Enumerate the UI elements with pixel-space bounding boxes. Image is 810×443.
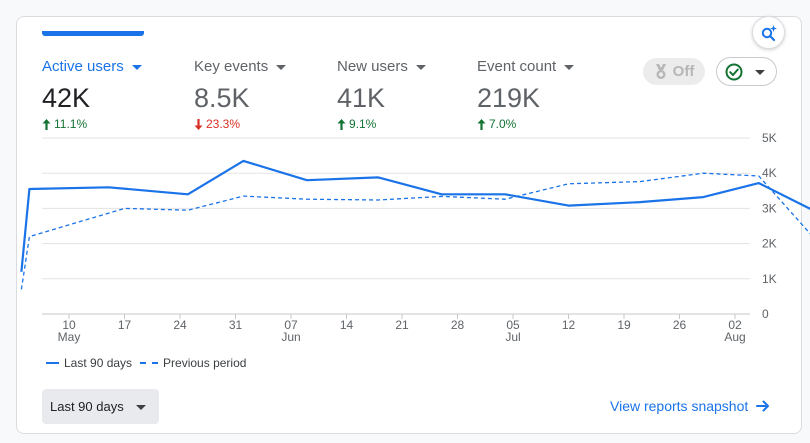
check-circle-icon bbox=[725, 63, 743, 80]
metric-change: 11.1% bbox=[42, 117, 142, 131]
x-tick-label: 24 bbox=[173, 318, 187, 332]
date-range-select[interactable]: Last 90 days bbox=[42, 389, 159, 424]
medal-icon bbox=[655, 63, 666, 79]
y-tick-label: 4K bbox=[762, 166, 777, 180]
caret-down-icon[interactable] bbox=[276, 64, 287, 70]
x-tick-month-label: Jun bbox=[281, 330, 300, 344]
series-line-2 bbox=[20, 172, 810, 290]
x-tick-month-label: Jul bbox=[505, 330, 520, 344]
x-tick-label: 31 bbox=[229, 318, 243, 332]
legend-label: Last 90 days bbox=[64, 356, 133, 370]
metric-value: 219K bbox=[477, 83, 541, 113]
y-tick-label: 1K bbox=[762, 272, 777, 286]
legend-solid-line-icon bbox=[46, 362, 59, 364]
snapshot-link-label: View reports snapshot bbox=[610, 398, 749, 414]
x-tick-label: 14 bbox=[340, 318, 354, 332]
caret-down-icon[interactable] bbox=[564, 64, 575, 70]
date-range-label: Last 90 days bbox=[50, 399, 124, 414]
metric-change-value: 9.1% bbox=[349, 117, 377, 131]
x-tick-label: 21 bbox=[395, 318, 409, 332]
y-tick-label: 0 bbox=[762, 307, 769, 321]
x-tick-label: 05 bbox=[506, 318, 520, 332]
x-tick-month-label: Aug bbox=[724, 330, 745, 344]
metric-change-value: 11.1% bbox=[54, 117, 88, 131]
metric-change: 9.1% bbox=[337, 117, 426, 131]
chart-lines bbox=[20, 159, 810, 290]
caret-down-icon bbox=[755, 70, 765, 75]
chart-legend: Last 90 days Previous period bbox=[46, 356, 246, 370]
metric-value: 42K bbox=[42, 83, 91, 113]
data-quality-select[interactable] bbox=[716, 57, 777, 86]
x-tick-label: 12 bbox=[562, 318, 576, 332]
arrow-down-icon bbox=[194, 118, 203, 130]
x-tick-label: 19 bbox=[617, 318, 631, 332]
arrow-up-icon bbox=[337, 118, 346, 130]
metric-event-count[interactable]: Event count 219K 7.0% bbox=[477, 56, 575, 131]
metric-active-users[interactable]: Active users 42K 11.1% bbox=[42, 56, 142, 131]
active-tab-indicator bbox=[42, 31, 144, 36]
x-tick-label: 26 bbox=[673, 318, 687, 332]
caret-down-icon bbox=[135, 405, 146, 410]
report-card bbox=[16, 16, 802, 434]
arrow-right-icon bbox=[756, 400, 770, 412]
metric-value: 41K bbox=[337, 83, 386, 113]
legend-dashed-line-icon bbox=[140, 362, 159, 364]
metric-label: New users bbox=[337, 57, 408, 75]
metric-value: 8.5K bbox=[194, 83, 250, 113]
benchmark-toggle-label: Off bbox=[672, 63, 695, 80]
x-tick-month-label: May bbox=[58, 330, 81, 344]
y-tick-label: 3K bbox=[762, 201, 777, 215]
metric-change: 7.0% bbox=[477, 117, 574, 131]
arrow-up-icon bbox=[42, 118, 51, 130]
insights-sparkle-icon bbox=[761, 24, 777, 41]
arrow-up-icon bbox=[477, 118, 486, 130]
x-tick-label: 17 bbox=[118, 318, 132, 332]
metric-label: Key events bbox=[194, 57, 269, 75]
x-tick-label: 02 bbox=[728, 318, 742, 332]
x-tick-label: 10 bbox=[62, 318, 76, 332]
metric-change-value: 7.0% bbox=[489, 117, 517, 131]
view-reports-snapshot-link[interactable]: View reports snapshot bbox=[610, 398, 770, 414]
insights-button[interactable] bbox=[752, 16, 785, 49]
y-tick-label: 5K bbox=[762, 131, 777, 145]
y-tick-label: 2K bbox=[762, 237, 777, 251]
metric-change-value: 23.3% bbox=[206, 117, 241, 131]
caret-down-icon[interactable] bbox=[415, 64, 426, 70]
legend-label: Previous period bbox=[163, 356, 247, 370]
metric-label: Event count bbox=[477, 57, 557, 75]
metric-new-users[interactable]: New users 41K 9.1% bbox=[337, 56, 426, 131]
legend-item-previous-period: Previous period bbox=[140, 356, 246, 370]
y-axis-ticks: 0 1K 2K 3K 4K 5K bbox=[762, 131, 777, 321]
metric-key-events[interactable]: Key events 8.5K 23.3% bbox=[194, 56, 287, 131]
metric-label: Active users bbox=[42, 57, 124, 75]
chart-grid bbox=[42, 137, 750, 315]
series-line-1 bbox=[20, 159, 810, 272]
metric-change: 23.3% bbox=[194, 117, 286, 131]
legend-item-last-90-days: Last 90 days bbox=[46, 356, 132, 370]
benchmark-toggle[interactable]: Off bbox=[643, 58, 705, 85]
x-tick-label: 28 bbox=[451, 318, 465, 332]
x-tick-label: 07 bbox=[284, 318, 298, 332]
caret-down-icon[interactable] bbox=[131, 64, 142, 70]
